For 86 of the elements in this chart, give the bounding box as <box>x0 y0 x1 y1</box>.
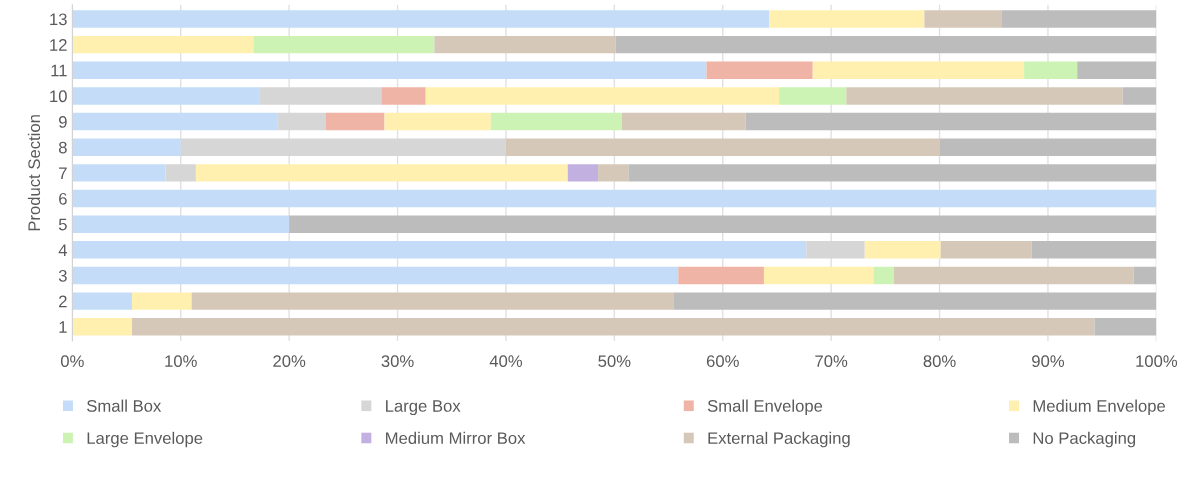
bar <box>1133 266 1157 285</box>
bar <box>598 164 629 182</box>
x-tick-label: 60% <box>706 355 739 368</box>
bar <box>72 112 278 131</box>
bar <box>924 10 1002 28</box>
bar <box>812 61 1025 79</box>
legend-label: Large Box <box>386 400 461 416</box>
bar <box>72 292 132 310</box>
legend-label: External Packaging <box>708 431 850 448</box>
y-tick-label: 9 <box>59 115 67 128</box>
bar <box>1031 241 1157 259</box>
y-tick-label: 11 <box>51 64 67 77</box>
bar <box>567 164 599 182</box>
y-tick-label: 10 <box>50 90 67 103</box>
bar <box>72 87 260 105</box>
bar <box>72 241 807 259</box>
bar <box>745 112 1157 131</box>
legend-label: Medium Mirror Box <box>386 431 526 445</box>
bar <box>1024 61 1078 79</box>
bar <box>706 61 813 79</box>
bar <box>72 61 707 79</box>
bar <box>72 215 290 233</box>
y-tick-label: 12 <box>50 39 67 51</box>
bar <box>72 318 132 336</box>
bar <box>289 215 1157 233</box>
bar <box>381 87 426 105</box>
bar <box>195 164 568 182</box>
x-tick-label: 80% <box>923 355 956 368</box>
bar <box>72 164 166 182</box>
y-tick-label: 1 <box>59 321 67 333</box>
legend-label: Small Box <box>87 399 162 412</box>
bar <box>72 189 1157 208</box>
bar <box>131 318 1095 336</box>
bar <box>940 241 1032 259</box>
bar <box>864 241 941 259</box>
bar <box>873 266 895 285</box>
bar <box>1077 61 1157 79</box>
bar <box>769 10 925 28</box>
bar <box>72 138 181 156</box>
y-tick-label: 4 <box>58 244 67 256</box>
bar <box>1094 318 1157 336</box>
bar <box>253 35 435 54</box>
y-tick-label: 2 <box>59 295 67 308</box>
bar <box>505 138 940 156</box>
x-tick-label: 20% <box>273 355 306 368</box>
y-tick-label: 8 <box>58 141 67 154</box>
bar <box>939 138 1157 156</box>
bar <box>1001 10 1157 28</box>
bar <box>191 292 674 310</box>
bar <box>72 35 254 54</box>
bar <box>72 10 770 28</box>
legend-label: Large Envelope <box>87 431 203 448</box>
bar <box>326 112 385 131</box>
legend-label: Small Envelope <box>707 399 823 416</box>
bar <box>131 292 192 310</box>
bar <box>894 266 1134 285</box>
bar <box>621 112 746 131</box>
legend-label: Medium Envelope <box>1033 399 1166 416</box>
bar <box>384 112 491 131</box>
x-tick-label: 30% <box>381 355 414 368</box>
x-tick-label: 0% <box>60 355 84 368</box>
y-tick-label: 3 <box>58 269 67 282</box>
x-tick-label: 90% <box>1032 355 1065 368</box>
bar <box>779 87 847 105</box>
y-axis-title: Product Section <box>27 115 41 231</box>
bar <box>673 292 1157 310</box>
y-tick-label: 13 <box>50 13 67 26</box>
bar <box>72 266 679 285</box>
y-tick-label: 6 <box>59 192 67 205</box>
bar <box>434 35 616 54</box>
bar <box>1122 87 1157 105</box>
bar <box>678 266 764 285</box>
x-tick-label: 100% <box>1136 355 1178 368</box>
x-tick-label: 70% <box>815 355 848 368</box>
x-tick-label: 10% <box>165 355 197 368</box>
bar <box>490 112 622 131</box>
y-tick-label: 7 <box>59 167 67 179</box>
bar <box>846 87 1123 105</box>
legend-label: No Packaging <box>1033 431 1136 448</box>
bar <box>763 266 874 285</box>
bar <box>615 35 1157 54</box>
bar <box>628 164 1157 182</box>
bar <box>425 87 780 105</box>
x-tick-label: 40% <box>489 355 523 368</box>
y-tick-label: 5 <box>58 218 67 231</box>
x-tick-label: 50% <box>598 355 631 368</box>
